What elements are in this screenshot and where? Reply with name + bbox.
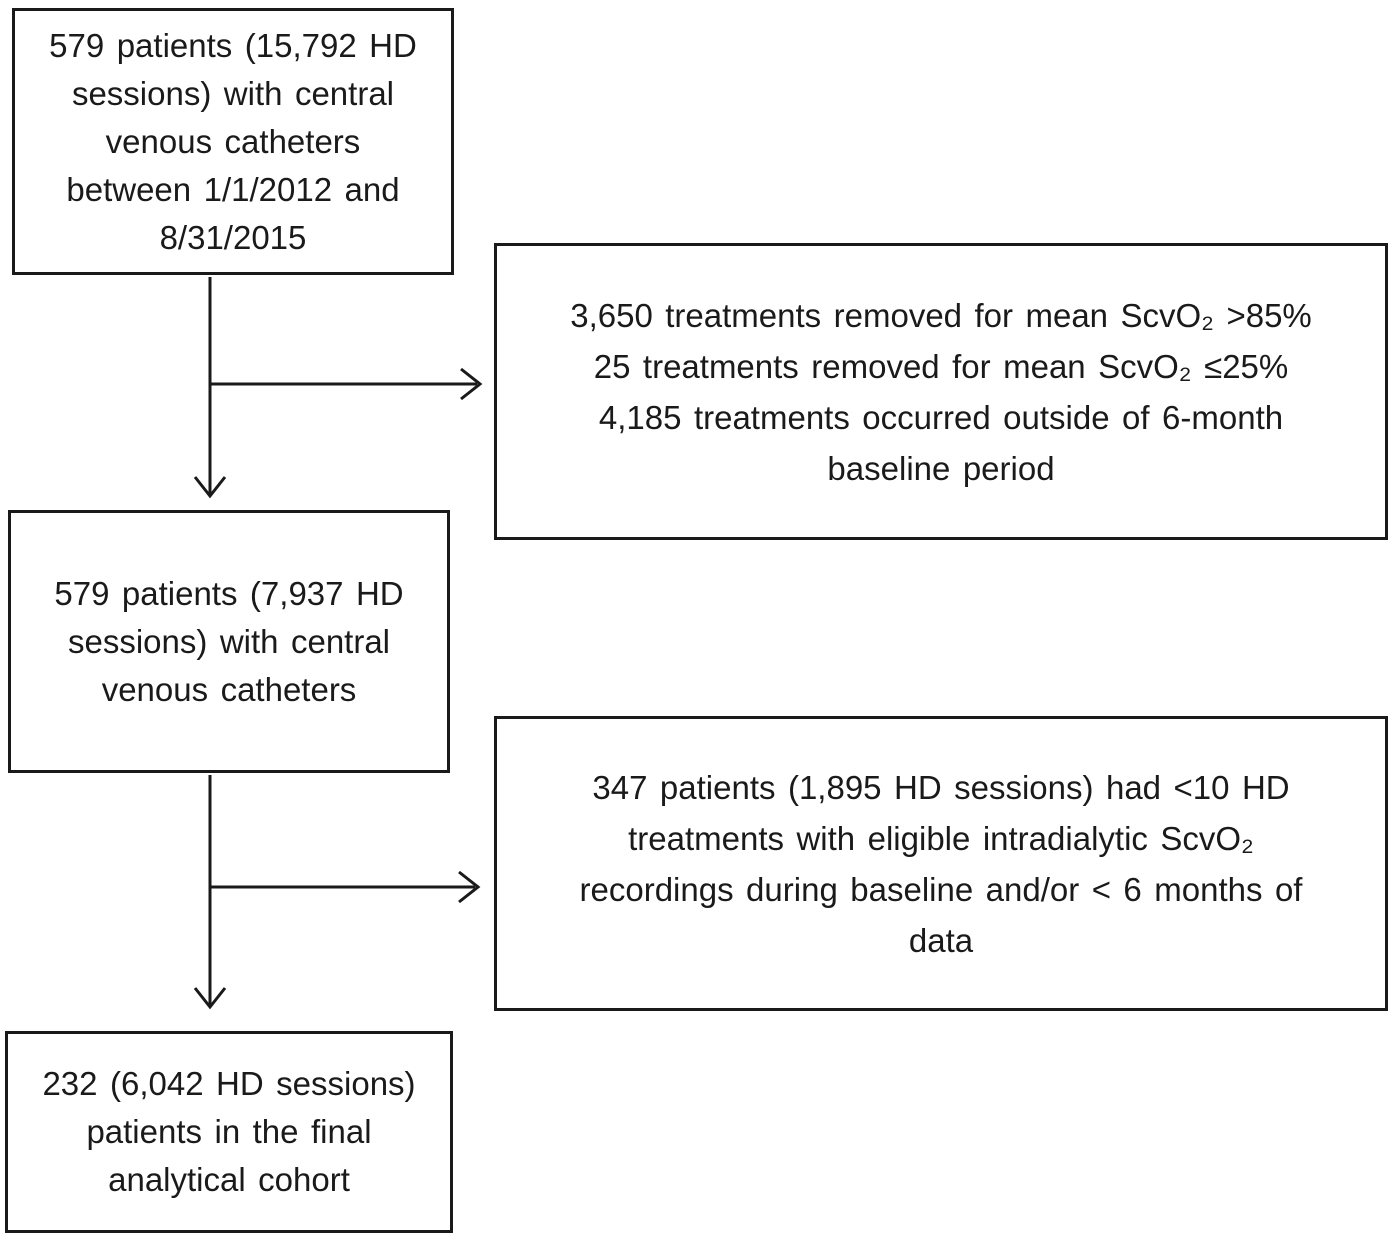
arrowhead-down-icon [193,987,227,1010]
box-initial-cohort: 579 patients (15,792 HD sessions) with ce… [12,8,454,275]
box-final-cohort: 232 (6,042 HD sessions) patients in the f… [5,1031,453,1233]
arrowhead-down-icon [193,476,227,499]
arrowhead-right-icon [458,870,481,904]
arrow-eligible-to-final [193,775,227,1010]
initial-cohort-text: 579 patients (15,792 HD sessions) with ce… [49,26,417,256]
final-cohort-text: 232 (6,042 HD sessions) patients in the f… [42,1065,416,1198]
eligible-sessions-text: 579 patients (7,937 HD sessions) with cen… [54,574,404,708]
box-eligible-sessions: 579 patients (7,937 HD sessions) with cen… [8,510,450,773]
box-excluded-patients: 347 patients (1,895 HD sessions) had <10… [494,716,1388,1011]
arrow-initial-to-eligible [193,277,227,499]
arrow-branch-excluded-patients [211,870,481,904]
excluded-treatments-text: 3,650 treatments removed for mean ScvO₂ … [570,296,1312,487]
box-excluded-treatments: 3,650 treatments removed for mean ScvO₂ … [494,243,1388,540]
arrowhead-right-icon [460,367,483,401]
excluded-patients-text: 347 patients (1,895 HD sessions) had <10… [579,768,1303,959]
arrow-branch-excluded-treatments [211,367,483,401]
